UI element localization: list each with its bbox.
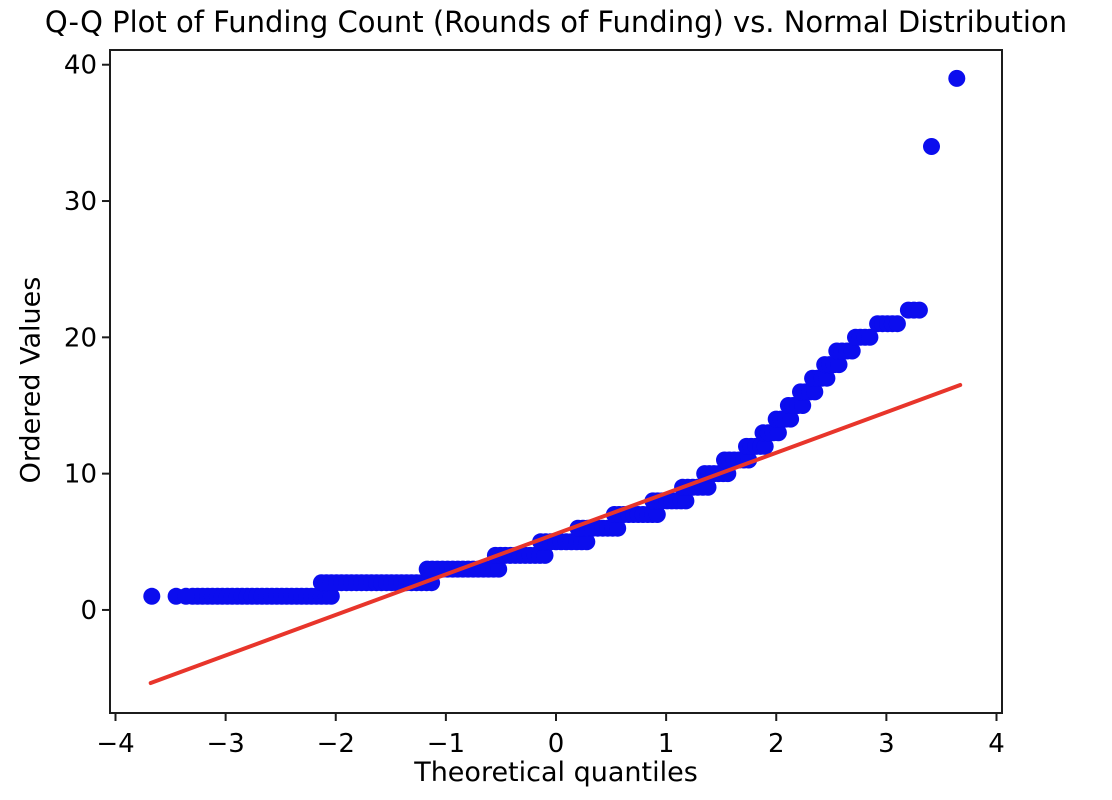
y-axis-label: Ordered Values — [15, 276, 47, 484]
x-tick-label: 4 — [988, 729, 1005, 759]
scatter-point — [769, 424, 787, 442]
scatter-point — [806, 383, 824, 401]
scatter-point — [782, 410, 800, 428]
scatter-point — [677, 492, 695, 510]
scatter-point — [794, 397, 812, 414]
scatter-point — [490, 560, 508, 578]
y-tick-label: 40 — [64, 51, 97, 81]
fit-line — [148, 383, 963, 685]
x-tick-label: 2 — [768, 729, 785, 759]
x-axis-label: Theoretical quantiles — [414, 757, 698, 788]
scatter-point — [578, 533, 596, 551]
y-tick-label: 20 — [64, 323, 97, 353]
x-tick-label: −3 — [206, 729, 244, 759]
scatter-point — [948, 69, 966, 87]
x-tick-label: 3 — [878, 729, 895, 759]
scatter-point — [830, 356, 848, 374]
x-tick-label: −1 — [427, 729, 465, 759]
scatter-point — [818, 369, 836, 387]
scatter-point — [923, 138, 940, 155]
scatter-point — [536, 546, 554, 564]
scatter-point — [143, 587, 161, 605]
scatter-point — [322, 587, 340, 605]
chart-title: Q-Q Plot of Funding Count (Rounds of Fun… — [44, 5, 1068, 39]
scatter-point — [177, 587, 195, 605]
y-tick-label: 10 — [64, 460, 97, 490]
scatter-point — [699, 478, 717, 496]
scatter-point — [756, 437, 774, 455]
x-tick-label: −2 — [317, 729, 355, 759]
x-tick-label: 0 — [548, 729, 565, 759]
scatter-point — [648, 506, 666, 523]
y-tick-label: 30 — [64, 187, 97, 217]
scatter-point — [861, 328, 879, 346]
y-tick-label: 0 — [80, 596, 97, 626]
scatter-point — [843, 342, 861, 360]
scatter-point — [910, 301, 928, 319]
axes-frame — [109, 49, 1003, 714]
scatter-point — [888, 315, 906, 333]
x-tick-label: −4 — [96, 729, 134, 759]
x-tick-label: 1 — [658, 729, 675, 759]
scatter-point — [609, 519, 627, 537]
